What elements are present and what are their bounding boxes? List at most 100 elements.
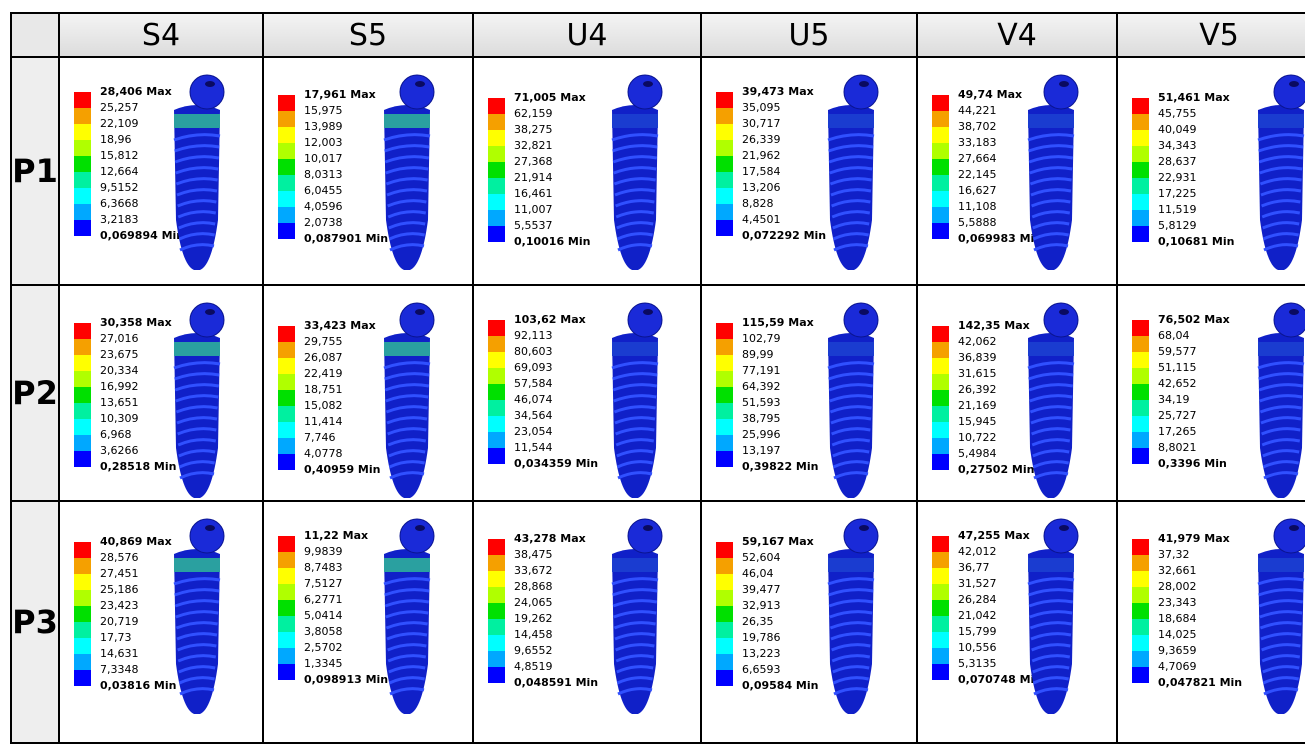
legend-swatch	[932, 648, 949, 664]
implant-hole	[859, 81, 869, 87]
legend-swatch	[1132, 448, 1149, 464]
legend-swatch	[932, 454, 949, 470]
legend-swatch	[716, 339, 733, 355]
legend-label: 8,828	[742, 196, 774, 212]
legend-swatch	[278, 223, 295, 239]
legend-label: 10,017	[304, 151, 343, 167]
legend-label: 32,913	[742, 598, 781, 614]
legend-swatch	[716, 419, 733, 435]
legend-label: 4,0778	[304, 446, 343, 462]
legend-swatch	[716, 435, 733, 451]
cell-content: 39,473 Max35,09530,71726,33921,96217,584…	[702, 58, 916, 284]
legend-label: 16,461	[514, 186, 553, 202]
legend-swatch	[932, 568, 949, 584]
legend-swatch	[74, 92, 91, 108]
legend-label: 41,979 Max	[1158, 531, 1230, 547]
legend-label: 13,989	[304, 119, 343, 135]
implant-hole	[1289, 81, 1299, 87]
legend-swatch	[488, 587, 505, 603]
legend-label: 42,652	[1158, 376, 1197, 392]
legend-swatch	[278, 584, 295, 600]
implant-head	[1044, 75, 1078, 109]
legend-label: 15,812	[100, 148, 139, 164]
legend-swatch	[1132, 651, 1149, 667]
legend-label: 4,4501	[742, 212, 781, 228]
legend-label: 27,451	[100, 566, 139, 582]
legend-swatch	[74, 654, 91, 670]
legend: 103,62 Max92,11380,60369,09357,58446,074…	[488, 320, 505, 464]
cell-content: 115,59 Max102,7989,9977,19164,39251,5933…	[702, 286, 916, 500]
legend-swatch	[932, 616, 949, 632]
legend-label: 10,309	[100, 411, 139, 427]
legend-label: 64,392	[742, 379, 781, 395]
implant-image	[816, 298, 886, 500]
implant-head	[1044, 303, 1078, 337]
legend-label: 30,358 Max	[100, 315, 172, 331]
implant-hole	[1059, 309, 1069, 315]
legend-label: 103,62 Max	[514, 312, 586, 328]
implant-collar	[384, 558, 430, 572]
legend: 59,167 Max52,60446,0439,47732,91326,3519…	[716, 542, 733, 686]
legend-swatch	[932, 438, 949, 454]
legend-swatch	[716, 140, 733, 156]
legend-label: 17,961 Max	[304, 87, 376, 103]
legend-swatch	[716, 323, 733, 339]
implant-collar	[1028, 342, 1074, 356]
legend: 11,22 Max9,98398,74837,51276,27715,04143…	[278, 536, 295, 680]
implant-hole	[643, 81, 653, 87]
result-cell: 17,961 Max15,97513,98912,00310,0178,0313…	[263, 57, 473, 285]
legend-label: 38,702	[958, 119, 997, 135]
legend-label: 3,2183	[100, 212, 139, 228]
legend-label: 11,007	[514, 202, 553, 218]
legend-swatch	[74, 188, 91, 204]
legend-swatch	[488, 336, 505, 352]
legend-label: 23,675	[100, 347, 139, 363]
legend: 33,423 Max29,75526,08722,41918,75115,082…	[278, 326, 295, 470]
legend-label: 15,082	[304, 398, 343, 414]
legend-label: 22,931	[1158, 170, 1197, 186]
cell-content: 59,167 Max52,60446,0439,47732,91326,3519…	[702, 502, 916, 742]
implant-head	[844, 519, 878, 553]
legend-label: 25,186	[100, 582, 139, 598]
legend-swatch	[932, 584, 949, 600]
legend-label: 17,265	[1158, 424, 1197, 440]
legend-label: 38,275	[514, 122, 553, 138]
legend: 71,005 Max62,15938,27532,82127,36821,914…	[488, 98, 505, 242]
result-cell: 28,406 Max25,25722,10918,9615,81212,6649…	[59, 57, 263, 285]
legend-label: 22,419	[304, 366, 343, 382]
legend-swatch	[488, 555, 505, 571]
page: S4S5U4U5V4V5 P128,406 Max25,25722,10918,…	[0, 0, 1305, 746]
legend-label: 32,661	[1158, 563, 1197, 579]
legend-label: 0,047821 Min	[1158, 675, 1242, 691]
legend-swatch	[74, 435, 91, 451]
legend-swatch	[488, 651, 505, 667]
legend-label: 15,975	[304, 103, 343, 119]
legend-label: 59,167 Max	[742, 534, 814, 550]
implant-head	[190, 75, 224, 109]
legend-label: 23,343	[1158, 595, 1197, 611]
legend-swatch	[278, 422, 295, 438]
legend-swatch	[74, 220, 91, 236]
implant-collar	[384, 342, 430, 356]
legend-swatch	[716, 188, 733, 204]
legend-label: 46,04	[742, 566, 774, 582]
legend-label: 38,795	[742, 411, 781, 427]
row-label: P2	[11, 285, 59, 501]
legend-label: 5,5888	[958, 215, 997, 231]
implant-image	[372, 298, 442, 500]
implant-head	[1274, 75, 1305, 109]
table-body: P128,406 Max25,25722,10918,9615,81212,66…	[11, 57, 1305, 743]
legend-swatch	[488, 539, 505, 555]
cell-content: 41,979 Max37,3232,66128,00223,34318,6841…	[1118, 502, 1305, 742]
legend-label: 6,2771	[304, 592, 343, 608]
legend-swatch	[488, 98, 505, 114]
legend-label: 14,025	[1158, 627, 1197, 643]
legend-swatch	[932, 406, 949, 422]
legend-label: 5,5537	[514, 218, 553, 234]
legend-swatch	[1132, 336, 1149, 352]
legend-label: 69,093	[514, 360, 553, 376]
legend-label: 28,002	[1158, 579, 1197, 595]
